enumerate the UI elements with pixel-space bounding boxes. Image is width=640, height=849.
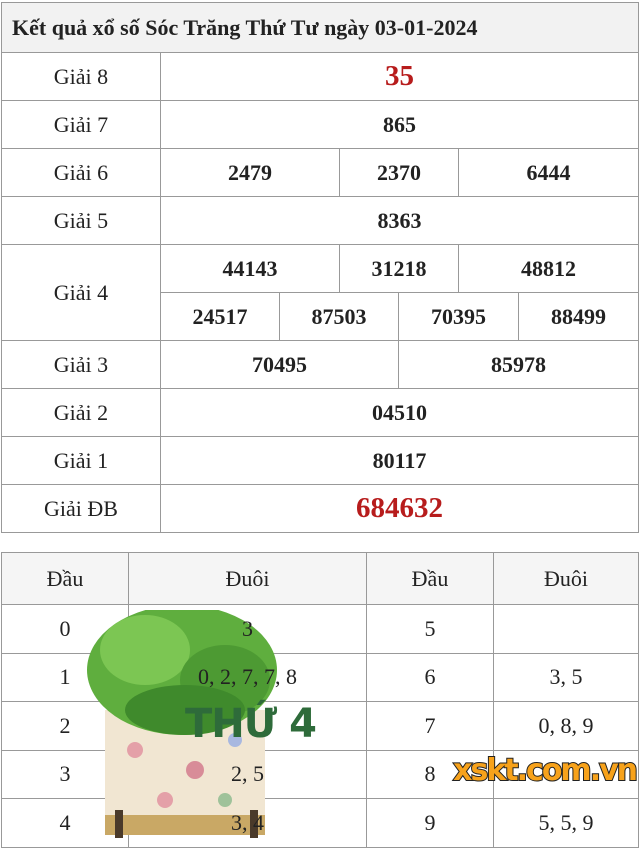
- results-table: Kết quả xổ số Sóc Trăng Thứ Tư ngày 03-0…: [0, 2, 640, 533]
- prize-row-special: Giải ĐB 684632: [1, 484, 640, 533]
- head-digit: 5: [366, 604, 494, 654]
- loto-row: 4 3, 4 9 5, 5, 9: [1, 798, 639, 848]
- prize-value: 2479: [160, 148, 340, 197]
- prize-value: 44143: [160, 244, 340, 293]
- header-dau: Đầu: [1, 552, 129, 605]
- loto-row: 1 0, 2, 7, 7, 8 6 3, 5: [1, 652, 639, 702]
- prize-row-4: Giải 4 44143 31218 48812: [1, 244, 640, 341]
- prize-row-5: Giải 5 8363: [1, 196, 640, 245]
- head-digit: 0: [1, 604, 129, 654]
- head-digit: 6: [366, 652, 494, 702]
- prize-value: 80117: [159, 436, 640, 485]
- tail-digits: 5, 5, 9: [493, 798, 639, 848]
- prize-label: Giải 5: [1, 196, 161, 245]
- prize-value: 2370: [339, 148, 459, 197]
- site-logo: xskt.com.vn: [452, 752, 639, 789]
- prize-value: 684632: [159, 484, 640, 533]
- head-digit: 3: [1, 749, 129, 799]
- prize-label: Giải 4: [1, 244, 161, 341]
- prize-value: 6444: [457, 148, 640, 197]
- header-duoi: Đuôi: [493, 552, 639, 605]
- tail-digits: [493, 749, 639, 799]
- prize-value: 35: [159, 52, 640, 101]
- prize-value: 87503: [279, 292, 399, 341]
- prize-row-1: Giải 1 80117: [1, 436, 640, 485]
- prize-label: Giải 3: [1, 340, 161, 389]
- prize-label: Giải 7: [1, 100, 161, 149]
- prize-value: 24517: [160, 292, 280, 341]
- head-digit: 8: [366, 749, 494, 799]
- prize-label: Giải 6: [1, 148, 161, 197]
- prize-value: 70395: [398, 292, 519, 341]
- prize-value: 70495: [160, 340, 399, 389]
- prize-row-8: Giải 8 35: [1, 52, 640, 101]
- tail-digits: [493, 604, 639, 654]
- tail-digits: 3, 5: [493, 652, 639, 702]
- head-digit: 9: [366, 798, 494, 848]
- head-digit: 2: [1, 701, 129, 751]
- tail-digits: 0, 2, 7, 7, 8: [128, 652, 367, 702]
- head-digit: 4: [1, 798, 129, 848]
- prize-row-3: Giải 3 70495 85978: [1, 340, 640, 389]
- tail-digits: 0, 8, 9: [493, 701, 639, 751]
- prize-row-6: Giải 6 2479 2370 6444: [1, 148, 640, 197]
- prize-value: 48812: [457, 244, 640, 293]
- prize-value: 88499: [517, 292, 640, 341]
- tail-digits: 3: [128, 604, 367, 654]
- prize-value: 8363: [159, 196, 640, 245]
- prize-value: 04510: [159, 388, 640, 437]
- prize-label: Giải ĐB: [1, 484, 161, 533]
- loto-row: 2 7 0, 8, 9: [1, 701, 639, 751]
- tail-digits: 3, 4: [128, 798, 367, 848]
- header-dau: Đầu: [366, 552, 494, 605]
- prize-value: 865: [159, 100, 640, 149]
- prize-row-2: Giải 2 04510: [1, 388, 640, 437]
- prize-label: Giải 8: [1, 52, 161, 101]
- prize-label: Giải 2: [1, 388, 161, 437]
- day-watermark: THỨ 4: [185, 701, 317, 747]
- results-title: Kết quả xổ số Sóc Trăng Thứ Tư ngày 03-0…: [0, 2, 640, 53]
- prize-row-7: Giải 7 865: [1, 100, 640, 149]
- tail-digits: 2, 5: [128, 749, 367, 799]
- prize-value: 85978: [397, 340, 640, 389]
- prize-value: 31218: [339, 244, 459, 293]
- header-duoi: Đuôi: [128, 552, 367, 605]
- head-digit: 1: [1, 652, 129, 702]
- head-digit: 7: [366, 701, 494, 751]
- prize-label: Giải 1: [1, 436, 161, 485]
